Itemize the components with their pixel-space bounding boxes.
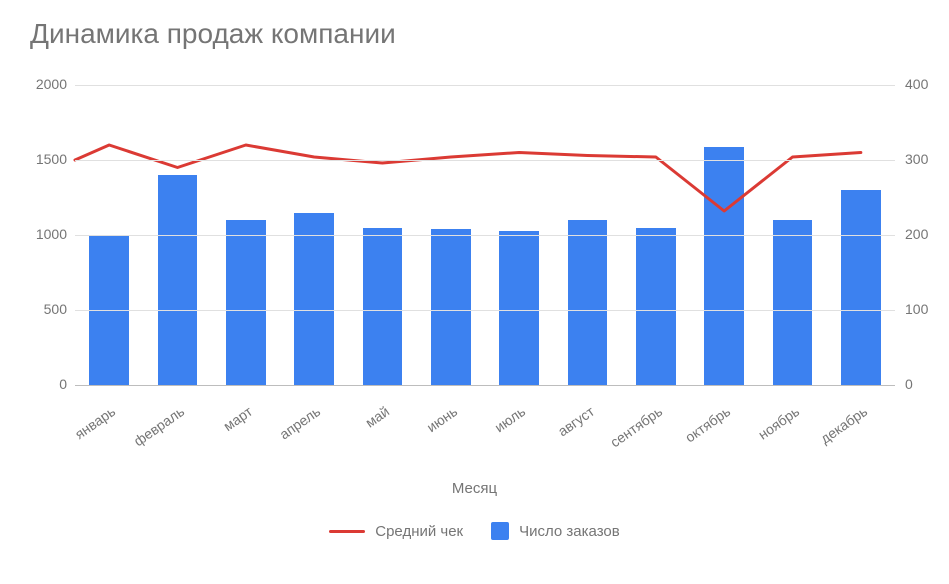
y-right-tick: 100 xyxy=(905,301,928,317)
x-tick-label: октябрь xyxy=(682,403,733,445)
x-tick-label: март xyxy=(220,403,255,434)
legend-line-label: Средний чек xyxy=(375,523,463,540)
legend-bar-label: Число заказов xyxy=(519,523,620,540)
x-tick-label: август xyxy=(554,403,596,439)
y-left-tick: 1000 xyxy=(27,226,67,242)
legend-item-bar: Число заказов xyxy=(491,522,620,540)
y-right-tick: 400 xyxy=(905,76,928,92)
x-tick-label: сентябрь xyxy=(607,403,665,450)
x-tick-label: июль xyxy=(492,403,529,435)
x-axis-labels: январь февраль март апрель май июнь июль август… xyxy=(75,395,895,475)
y-right-tick: 300 xyxy=(905,151,928,167)
y-left-tick: 500 xyxy=(27,301,67,317)
x-tick-label: январь xyxy=(72,403,118,442)
legend-square-swatch xyxy=(491,522,509,540)
y-right-tick: 0 xyxy=(905,376,913,392)
x-tick-label: ноябрь xyxy=(755,403,802,443)
x-tick-label: декабрь xyxy=(817,403,870,447)
x-tick-label: май xyxy=(362,403,392,431)
y-left-tick: 2000 xyxy=(27,76,67,92)
y-right-tick: 200 xyxy=(905,226,928,242)
x-tick-label: апрель xyxy=(277,403,324,442)
legend-line-swatch xyxy=(329,530,365,533)
y-left-tick: 0 xyxy=(27,376,67,392)
plot-area: 05001000150020000100200300400 xyxy=(75,85,895,385)
x-axis-title: Месяц xyxy=(0,480,949,497)
x-tick-label: июнь xyxy=(424,403,461,435)
legend-item-line: Средний чек xyxy=(329,523,463,540)
y-left-tick: 1500 xyxy=(27,151,67,167)
chart-title: Динамика продаж компании xyxy=(30,18,396,50)
sales-chart: Динамика продаж компании 050010001500200… xyxy=(0,0,949,584)
legend: Средний чек Число заказов xyxy=(0,522,949,540)
x-tick-label: февраль xyxy=(130,403,187,449)
